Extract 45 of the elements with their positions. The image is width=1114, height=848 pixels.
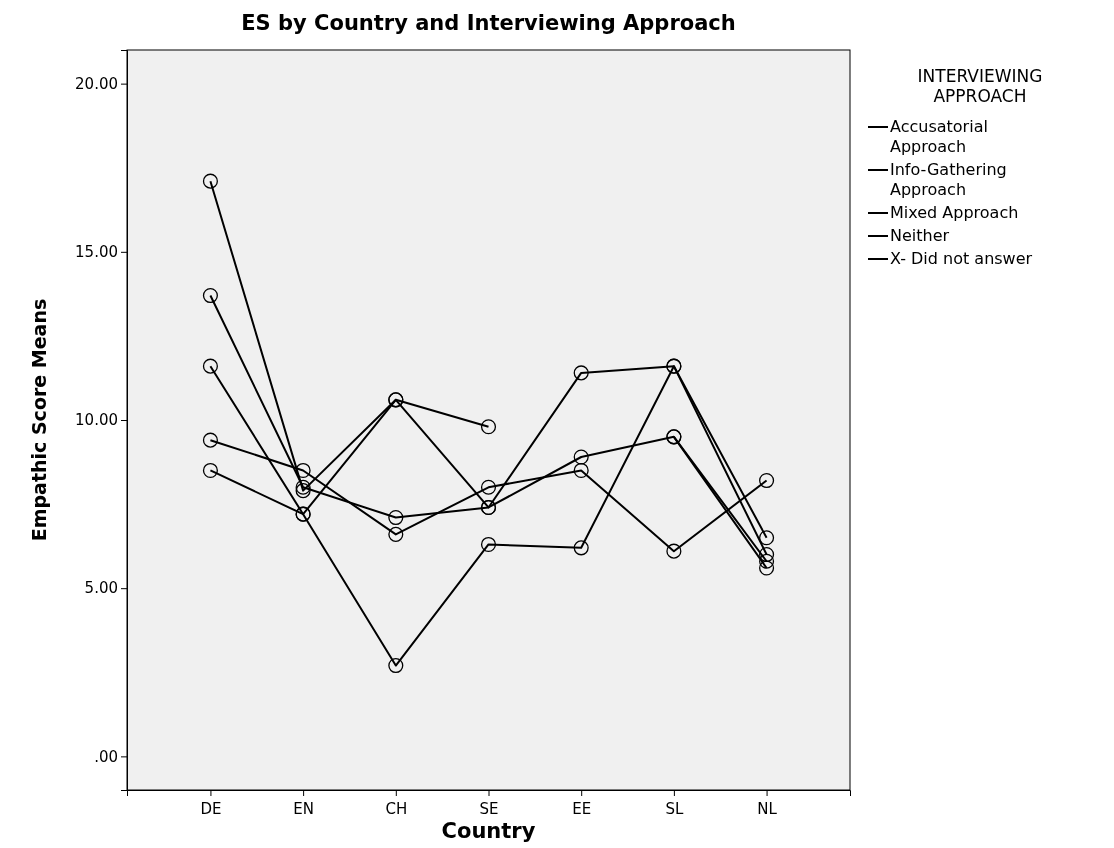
legend-label: Accusatorial Approach <box>890 117 988 156</box>
x-tick-label: SE <box>479 800 499 818</box>
point <box>202 432 218 448</box>
point <box>388 658 404 674</box>
point <box>573 449 589 465</box>
y-tick-label: 10.00 <box>75 411 118 430</box>
y-axis-title: Empathic Score Means <box>28 298 50 542</box>
point <box>480 419 497 435</box>
legend-label: X- Did not answer <box>890 249 1033 268</box>
point <box>759 473 775 489</box>
x-tick-label: CH <box>385 800 408 818</box>
x-tick-label: EE <box>572 800 592 818</box>
y-tick-label: 20.00 <box>75 74 118 93</box>
x-tick-label: SL <box>665 800 684 818</box>
point <box>295 483 311 499</box>
point <box>573 365 589 381</box>
point <box>388 510 404 526</box>
point <box>573 540 589 556</box>
legend-title: INTERVIEWING APPROACH <box>917 66 1043 106</box>
point <box>666 543 682 559</box>
point <box>759 560 775 576</box>
y-tick-label: 15.00 <box>75 243 118 262</box>
point <box>202 358 218 374</box>
chart-title: ES by Country and Interviewing Approach <box>241 11 736 35</box>
point <box>480 479 497 495</box>
point <box>388 526 404 542</box>
x-tick-label: NL <box>757 800 778 818</box>
y-tick-label: 5.00 <box>84 579 118 598</box>
x-tick-label: EN <box>293 800 314 818</box>
point <box>759 547 775 563</box>
point <box>759 530 775 546</box>
x-axis-title: Country <box>441 819 536 843</box>
legend-label: Neither <box>890 226 950 245</box>
x-tick-label: DE <box>200 800 222 818</box>
point <box>202 462 218 478</box>
legend-label: Mixed Approach <box>890 203 1019 222</box>
point <box>202 288 218 304</box>
point <box>480 536 497 552</box>
y-tick-label: .00 <box>94 747 118 766</box>
point <box>202 173 218 189</box>
point <box>295 462 311 478</box>
legend-label: Info-Gathering Approach <box>890 160 1007 199</box>
point <box>573 462 589 478</box>
point <box>759 553 775 569</box>
point <box>295 479 311 495</box>
